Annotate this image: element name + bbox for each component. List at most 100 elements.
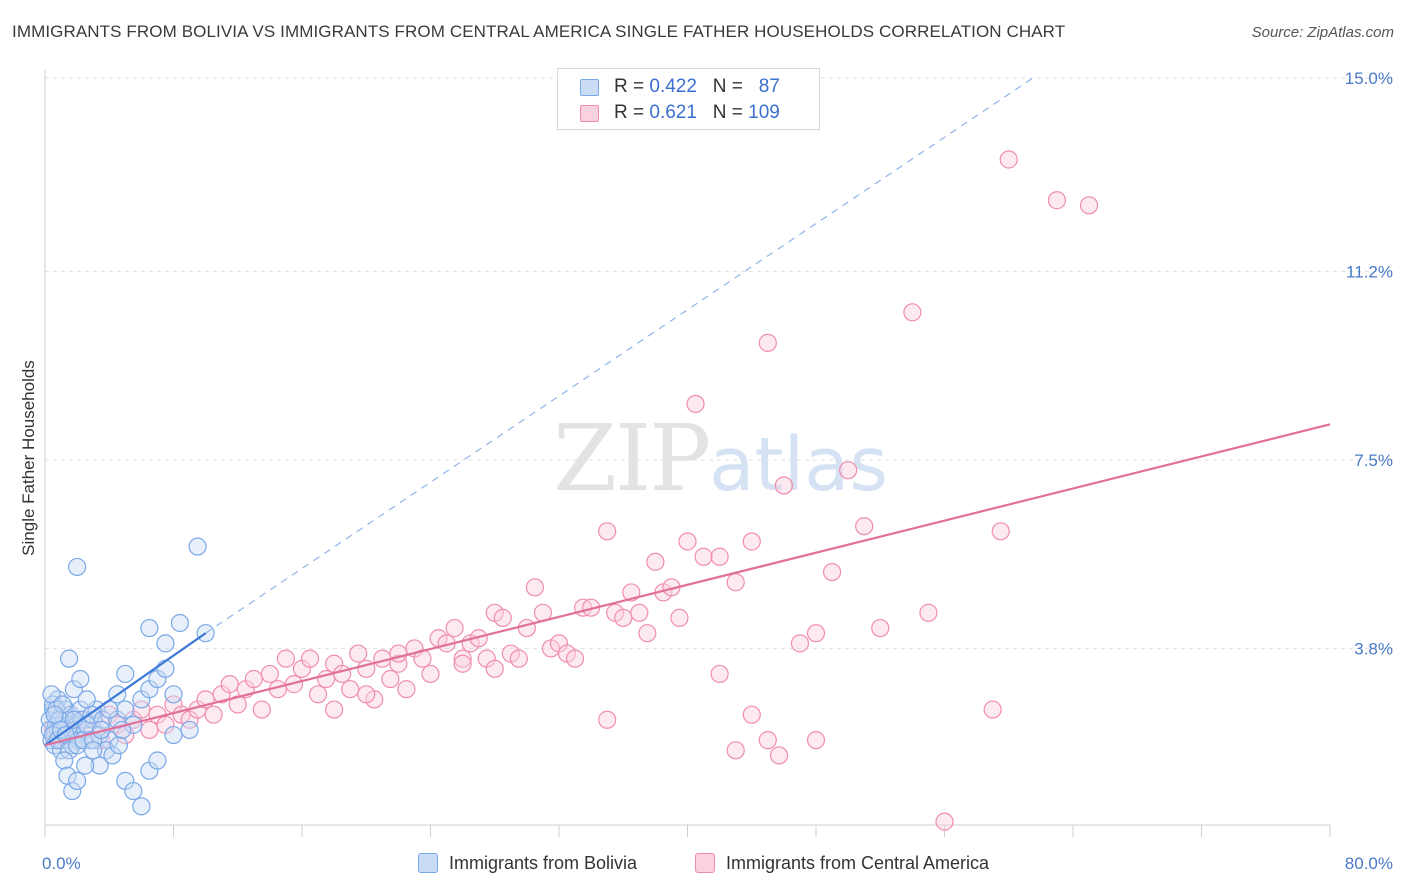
point-central-america	[806, 624, 826, 643]
trend-lines	[44, 77, 1331, 747]
y-axis-label: Single Father Households	[19, 360, 38, 556]
point-central-america	[421, 664, 440, 684]
point-central-america	[758, 731, 777, 750]
point-central-america	[935, 812, 954, 831]
point-central-america	[630, 603, 649, 622]
point-central-america	[790, 634, 810, 653]
point-bolivia	[156, 634, 175, 653]
point-central-america	[1079, 196, 1099, 215]
trend-bolivia-extrapolated	[205, 77, 1034, 634]
point-bolivia	[68, 771, 87, 790]
point-central-america	[453, 654, 472, 673]
point-central-america	[325, 700, 344, 719]
point-central-america	[565, 649, 585, 668]
legend-r-value: 0.422	[649, 76, 697, 97]
point-bolivia	[55, 751, 74, 770]
x-tick-label: 0.0%	[42, 854, 81, 873]
point-central-america	[646, 552, 665, 571]
point-central-america	[1047, 191, 1067, 210]
point-central-america	[389, 654, 408, 673]
point-central-america	[919, 603, 938, 622]
legend-r-label: R =	[614, 102, 645, 123]
legend-text-bolivia: R = 0.422 N = 87	[614, 76, 780, 98]
point-central-america	[517, 618, 536, 638]
point-bolivia	[156, 659, 175, 678]
legend-n-value: 87	[758, 76, 780, 97]
point-central-america	[769, 746, 789, 765]
legend-n-label: N =	[712, 102, 743, 123]
point-central-america	[710, 664, 729, 684]
series-bolivia	[40, 537, 215, 816]
point-central-america	[140, 720, 159, 740]
point-central-america	[357, 685, 376, 704]
series-legend: Immigrants from Bolivia Immigrants from …	[0, 852, 1406, 878]
point-central-america	[598, 710, 617, 729]
point-central-america	[678, 532, 697, 551]
point-central-america	[855, 517, 874, 536]
point-bolivia	[188, 537, 207, 556]
point-bolivia	[63, 781, 82, 801]
series-central-america	[43, 150, 1099, 831]
point-central-america	[204, 705, 223, 724]
point-bolivia	[76, 756, 95, 775]
correlation-legend: R = 0.422 N = 87 R = 0.621 N = 109	[557, 68, 820, 130]
point-central-america	[397, 680, 416, 699]
point-bolivia	[51, 720, 71, 740]
point-central-america	[638, 624, 657, 643]
point-central-america	[983, 700, 1002, 719]
point-bolivia	[164, 685, 183, 704]
point-central-america	[742, 705, 761, 724]
point-bolivia	[116, 664, 135, 684]
point-central-america	[525, 578, 545, 597]
point-bolivia	[84, 741, 103, 760]
y-tick-label: 11.2%	[1346, 263, 1393, 282]
point-central-america	[903, 303, 922, 322]
point-central-america	[244, 669, 263, 689]
legend-swatch-central-america	[580, 105, 599, 122]
point-central-america	[871, 618, 890, 638]
x-tick-label: 80.0%	[1345, 854, 1393, 873]
legend-r-label: R =	[614, 76, 645, 97]
point-central-america	[341, 680, 360, 699]
point-bolivia	[77, 690, 96, 709]
point-central-america	[308, 685, 328, 704]
watermark: ZIPatlas	[553, 405, 888, 512]
tick-labels: 3.8% 7.5% 11.2% 15.0% 0.0% 80.0%	[42, 69, 1393, 873]
point-bolivia	[180, 720, 199, 740]
legend-n-value: 109	[748, 102, 780, 123]
point-central-america	[132, 700, 151, 719]
point-central-america	[694, 547, 713, 566]
legend-text-central-america: R = 0.621 N = 109	[614, 102, 780, 124]
point-central-america	[252, 700, 271, 719]
point-bolivia	[124, 781, 143, 801]
point-central-america	[260, 664, 279, 684]
trend-central-america	[44, 423, 1331, 747]
point-central-america	[598, 522, 617, 541]
series-legend-swatch-bolivia	[418, 853, 438, 873]
y-tick-label: 3.8%	[1354, 639, 1393, 658]
point-bolivia	[148, 751, 167, 770]
point-bolivia	[68, 557, 87, 577]
point-bolivia	[103, 746, 122, 765]
point-bolivia	[116, 700, 135, 719]
point-central-america	[614, 608, 633, 627]
chart-source: Source: ZipAtlas.com	[1252, 24, 1394, 41]
point-central-america	[509, 649, 528, 668]
series-legend-swatch-central-america	[695, 853, 715, 873]
trend-bolivia	[44, 632, 207, 747]
point-central-america	[349, 644, 368, 663]
point-central-america	[710, 547, 729, 566]
legend-n-label: N =	[712, 76, 743, 97]
watermark-atlas: atlas	[709, 422, 888, 508]
point-central-america	[991, 522, 1010, 541]
point-central-america	[485, 659, 504, 678]
point-bolivia	[170, 613, 190, 633]
point-bolivia	[45, 705, 64, 724]
point-central-america	[276, 649, 296, 668]
point-central-america	[670, 608, 689, 627]
point-central-america	[726, 741, 745, 760]
source-value: ZipAtlas.com	[1307, 24, 1394, 41]
point-bolivia	[140, 618, 159, 638]
point-central-america	[726, 573, 745, 592]
